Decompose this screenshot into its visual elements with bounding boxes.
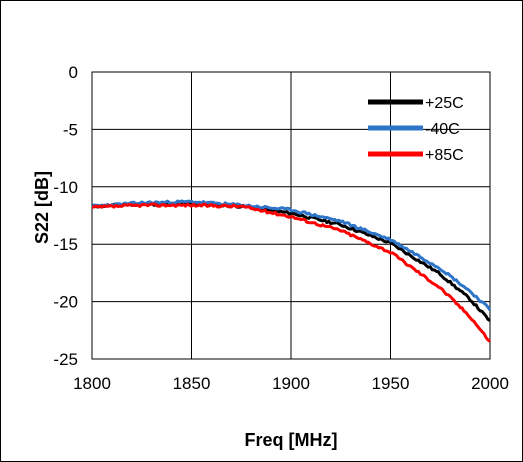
y-tick-label: -20 [53,293,78,312]
y-tick-label: -5 [63,120,78,139]
legend-label: +85C [425,147,464,164]
series-line [92,202,491,343]
series-line [90,199,492,311]
x-tick-label: 1900 [272,374,310,393]
x-axis-title: Freq [MHz] [245,430,338,450]
legend-label: -40C [425,121,460,138]
y-tick-label: -15 [53,235,78,254]
x-tick-label: 1800 [73,374,111,393]
legend-label: +25C [425,95,464,112]
plot-area [91,71,491,360]
x-tick-label: 2000 [471,374,509,393]
y-tick-label: -10 [53,178,78,197]
x-tick-labels: 1800 1850 1900 1950 2000 [73,374,509,393]
x-tick-label: 1950 [372,374,410,393]
y-tick-label: 0 [69,63,78,82]
y-tick-label: -25 [53,350,78,369]
series-lines [90,199,492,343]
y-axis-title: S22 [dB] [32,171,52,244]
legend: +25C -40C +85C [368,95,464,164]
x-tick-label: 1850 [173,374,211,393]
y-tick-labels: 0 -5 -10 -15 -20 -25 [53,63,78,369]
